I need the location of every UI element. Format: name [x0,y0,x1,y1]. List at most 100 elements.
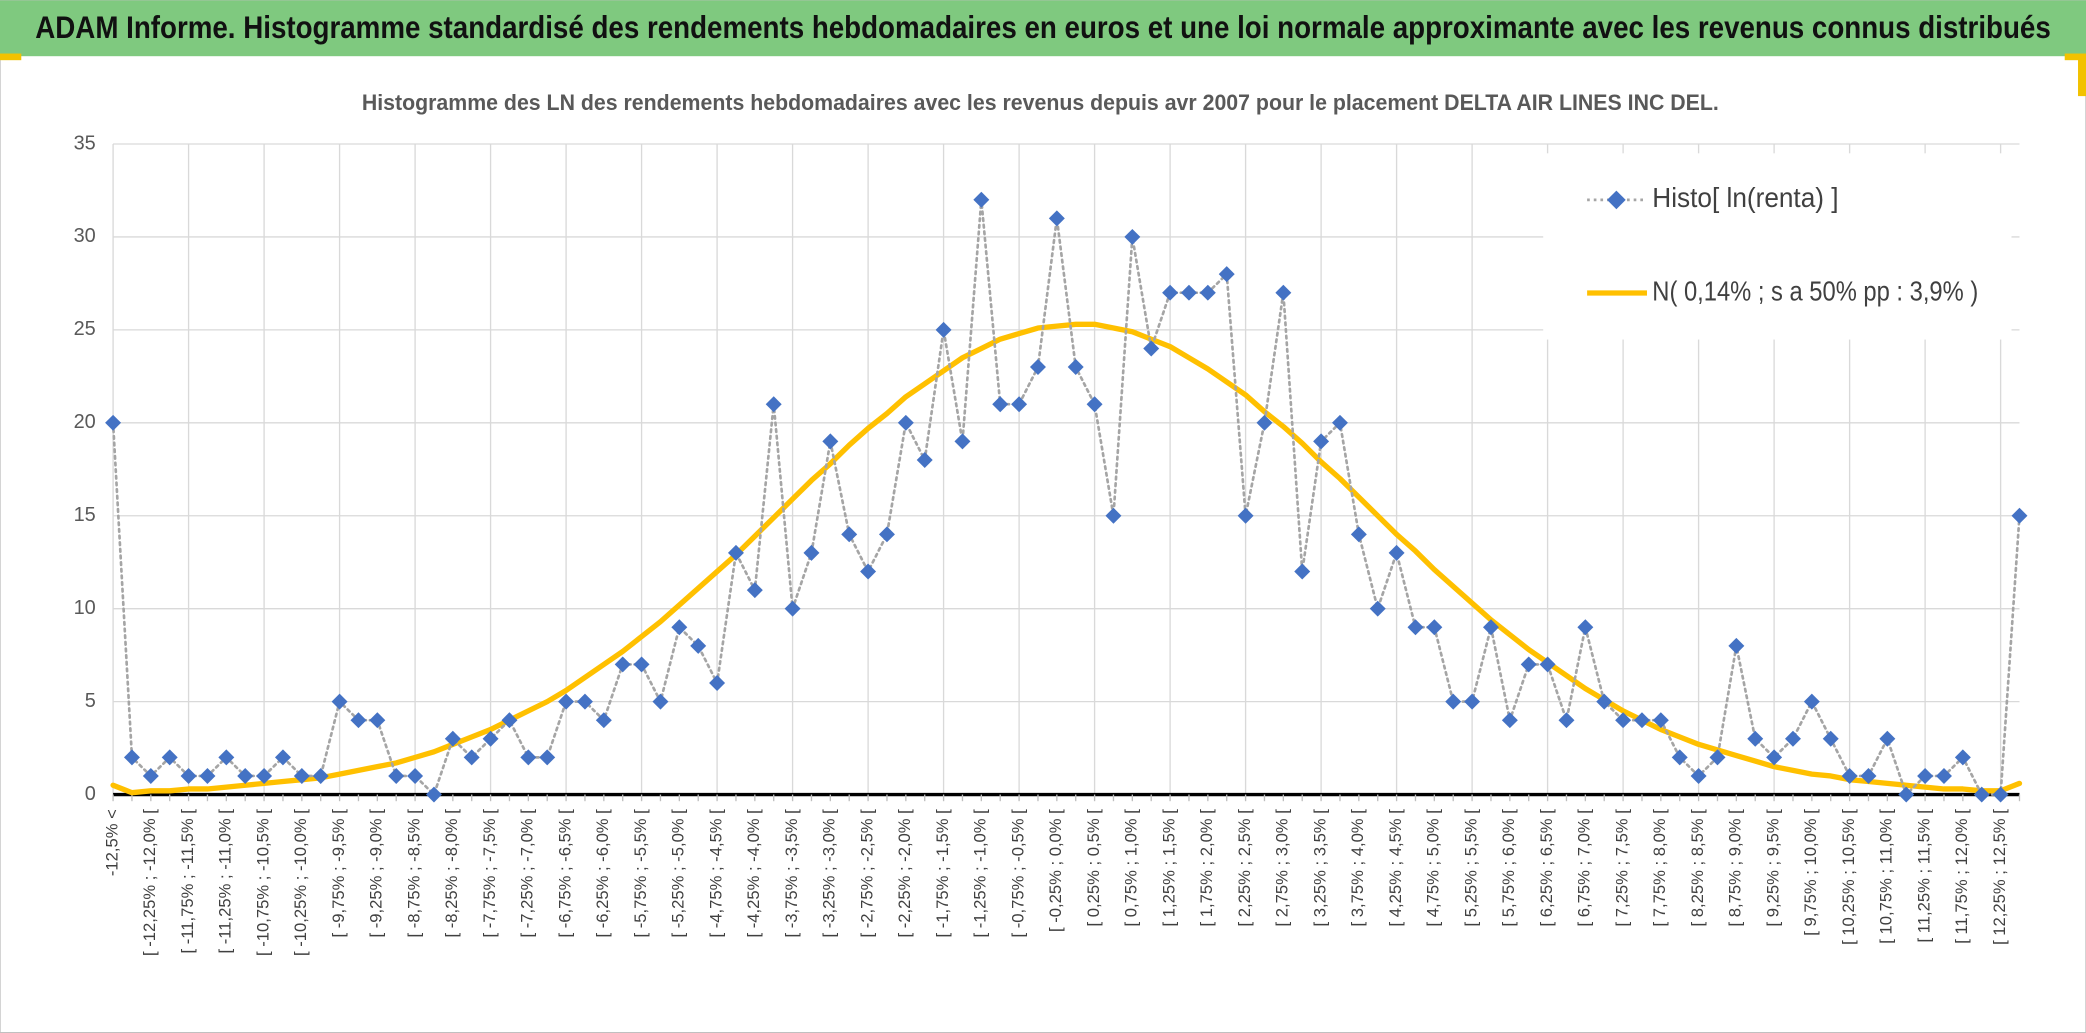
x-tick-label: [ 1,75% ; 2,0% [ [1197,809,1216,927]
data-point [1841,767,1858,784]
x-tick-label: [ 9,75% ; 10,0% [ [1801,809,1820,936]
data-point [1388,544,1405,561]
data-point [935,321,952,338]
data-point [1029,359,1046,376]
data-point [425,786,442,803]
x-tick-label: [ -9,75% ; -9,5% [ [329,809,348,938]
x-tick-label: [ 7,25% ; 7,5% [ [1612,809,1631,927]
data-point [916,451,933,468]
data-point [1199,284,1216,301]
y-tick-label: 30 [74,225,96,247]
data-point [1218,266,1235,283]
data-point [992,396,1009,413]
legend-marker [1607,190,1626,210]
data-point [444,730,461,747]
data-point [180,767,197,784]
legend-label: N( 0,14% ; s a 50% pp : 3,9% ) [1652,275,1978,306]
data-point [1596,693,1613,710]
data-point [1445,693,1462,710]
x-tick-label: [ 4,25% ; 4,5% [ [1386,809,1405,927]
data-point [1803,693,1820,710]
data-point [1766,749,1783,766]
data-point [1652,712,1669,729]
x-tick-label: [ 0,25% ; 0,5% [ [1084,809,1103,927]
data-point [746,582,763,599]
data-point [1124,228,1141,245]
x-tick-label: [ -6,75% ; -6,5% [ [555,809,574,938]
data-point [1048,210,1065,227]
x-tick-label: [ -3,25% ; -3,0% [ [820,809,839,938]
x-tick-label: [ -4,25% ; -4,0% [ [744,809,763,938]
x-tick-label: [ -0,75% ; -0,5% [ [1008,809,1027,938]
legend-box [1543,153,2012,340]
data-point [520,749,537,766]
data-point [822,433,839,450]
data-point [595,712,612,729]
data-point [973,191,990,208]
data-point [1935,767,1952,784]
x-tick-label: [ -11,75% ; -11,5% [ [178,809,197,954]
legend-label: Histo[ ln(renta) ] [1652,182,1838,213]
x-tick-label: [ 10,25% ; 10,5% [ [1839,809,1858,945]
x-tick-label: [ 1,25% ; 1,5% [ [1159,809,1178,927]
x-tick-label: [ -10,75% ; -10,5% [ [253,809,272,956]
x-tick-label: [ -8,75% ; -8,5% [ [404,809,423,938]
y-tick-label: 5 [85,690,96,712]
x-tick-label: [ -3,75% ; -3,5% [ [782,809,801,938]
data-point [1709,749,1726,766]
y-tick-label: 20 [74,411,96,433]
x-tick-label: [ -4,75% ; -4,5% [ [706,809,725,938]
accent [2064,53,2086,61]
data-point [652,693,669,710]
data-point [1501,712,1518,729]
data-point [690,637,707,654]
data-point [1143,340,1160,357]
data-point [860,563,877,580]
data-point [803,544,820,561]
x-tick-label: [ -7,25% ; -7,0% [ [518,809,537,938]
x-tick-label: [ 11,75% ; 12,0% [ [1952,809,1971,944]
data-point [614,656,631,673]
x-tick-label: [ 9,25% ; 9,5% [ [1763,809,1782,927]
x-tick-label: [ -11,25% ; -11,0% [ [216,809,235,954]
data-point [482,730,499,747]
x-tick-label: [ 0,75% ; 1,0% [ [1122,809,1141,927]
data-point [218,749,235,766]
data-point [1898,786,1915,803]
data-point [1331,414,1348,431]
accent [2078,56,2086,97]
data-point [1067,359,1084,376]
data-point [709,675,726,692]
x-tick-label: [ -10,25% ; -10,0% [ [291,809,310,956]
data-point [1426,619,1443,636]
data-point [388,767,405,784]
data-point [841,526,858,543]
y-tick-label: 0 [85,783,96,805]
data-point [1992,786,2009,803]
x-tick-label: [ 7,75% ; 8,0% [ [1650,809,1669,927]
data-point [237,767,254,784]
data-point [1860,767,1877,784]
data-point [1917,767,1934,784]
data-point [1105,507,1122,524]
x-tick-label: [ -5,25% ; -5,0% [ [669,809,688,938]
data-point [331,693,348,710]
data-point [1011,396,1028,413]
x-tick-label: [ -1,25% ; -1,0% [ [971,809,990,938]
data-point [1162,284,1179,301]
data-point [1615,712,1632,729]
x-tick-label: [ 2,25% ; 2,5% [ [1235,809,1254,927]
data-point [1407,619,1424,636]
data-point [539,749,556,766]
x-tick-label: [ 10,75% ; 11,0% [ [1877,809,1896,944]
plot-area: 0 5 10 15 20 25 30 35 -12,5% < [ -12,25% ; -12,0%… [74,132,2028,956]
normal-curve [110,321,2023,796]
data-point [1086,396,1103,413]
data-point [576,693,593,710]
accent [0,53,22,61]
data-point [671,619,688,636]
data-point [784,600,801,617]
chart-subtitle: Histogramme des LN des rendements hebdom… [362,90,1719,115]
data-point [1558,712,1575,729]
data-point [1180,284,1197,301]
